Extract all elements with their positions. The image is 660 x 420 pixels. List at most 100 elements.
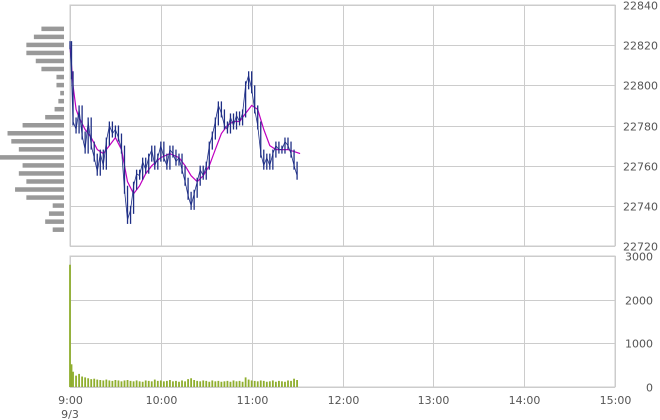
volume-bar <box>296 380 298 387</box>
volume-bar <box>265 381 268 387</box>
grid-layer <box>69 4 616 388</box>
volume-bar <box>250 380 253 387</box>
volume-bar <box>287 380 289 387</box>
volume-bar <box>99 380 102 387</box>
volume-bar <box>117 380 120 387</box>
volume-bar <box>90 379 93 387</box>
volume-bar <box>226 380 229 387</box>
x-tick-label: 11:00 <box>237 394 269 407</box>
volume-bar <box>156 380 159 387</box>
volume-bar <box>96 379 99 387</box>
volume-profile-bar <box>58 98 64 104</box>
volume-profile-bar <box>45 219 64 224</box>
volume-bar <box>120 381 123 387</box>
volume-profile-bar <box>52 227 64 232</box>
volume-bar <box>72 371 74 387</box>
volume-bar <box>111 380 114 387</box>
volume-bar <box>274 381 277 387</box>
volume-bar <box>278 380 280 387</box>
volume-bar <box>147 380 150 387</box>
volume-bar <box>132 381 135 387</box>
volume-bar <box>208 381 211 387</box>
volume-bar-layer <box>69 264 298 387</box>
volume-bar <box>87 378 90 387</box>
volume-bar <box>172 381 174 387</box>
volume-profile-bar <box>0 155 64 160</box>
tick-label-layer: 9:00 10:00 11:00 12:00 13:00 14:00 15:00 9/3 227… <box>58 0 658 420</box>
volume-bar <box>93 378 96 387</box>
volume-bar <box>262 380 265 387</box>
volume-bar <box>256 381 259 387</box>
volume-bar <box>290 380 292 387</box>
volume-profile-bar <box>35 58 64 64</box>
volume-bar <box>253 380 256 387</box>
volume-profile-bar <box>22 163 65 168</box>
volume-bar <box>247 379 250 387</box>
volume-bar <box>141 381 144 387</box>
price-y-tick-label: 22820 <box>623 40 658 53</box>
volume-bar <box>190 378 193 387</box>
volume-profile-bar <box>22 123 65 128</box>
volume-bar <box>281 381 283 387</box>
volume-bar <box>123 380 126 387</box>
volume-profile-bar <box>18 171 64 176</box>
volume-bar <box>217 380 220 387</box>
x-tick-label: 12:00 <box>328 394 360 407</box>
volume-bar <box>135 380 138 387</box>
volume-bar <box>159 380 162 387</box>
volume-bar <box>114 380 117 387</box>
volume-bar <box>175 380 177 387</box>
volume-profile-bar <box>26 42 64 48</box>
volume-bar <box>187 379 189 387</box>
x-tick-label: 13:00 <box>418 394 450 407</box>
volume-bar <box>78 373 80 387</box>
x-tick-label: 14:00 <box>509 394 541 407</box>
volume-bar <box>108 380 111 387</box>
volume-bar <box>150 381 153 387</box>
volume-bar <box>169 380 171 387</box>
volume-profile-bar <box>52 203 64 208</box>
volume-bar <box>214 381 217 387</box>
volume-profile-bar <box>48 211 64 216</box>
date-label: 9/3 <box>61 408 79 420</box>
volume-bar <box>223 381 226 387</box>
volume-bar <box>220 381 223 387</box>
volume-bar <box>229 381 232 387</box>
volume-bar <box>162 381 165 387</box>
volume-bar <box>235 381 238 387</box>
volume-y-tick-label: 3000 <box>625 251 653 264</box>
volume-profile-bar <box>15 187 65 192</box>
x-tick-label: 15:00 <box>600 394 632 407</box>
volume-profile-bar <box>41 66 64 72</box>
volume-profile-bar <box>45 114 64 120</box>
volume-bar <box>199 381 202 387</box>
candlestick-layer <box>69 41 298 224</box>
volume-bar <box>75 375 77 387</box>
volume-profile-bar <box>56 74 64 80</box>
x-tick-label: 10:00 <box>146 394 178 407</box>
volume-bar <box>181 380 183 387</box>
volume-bar <box>138 381 141 387</box>
volume-bar <box>268 381 271 387</box>
volume-profile-bar <box>26 179 64 184</box>
volume-profile-bar <box>11 139 65 144</box>
volume-bar <box>193 380 196 387</box>
volume-profile <box>0 26 65 232</box>
price-y-tick-label: 22800 <box>623 80 658 93</box>
price-y-tick-label: 22760 <box>623 161 658 174</box>
volume-profile-bar <box>33 34 64 40</box>
volume-bar <box>126 380 129 387</box>
volume-bar <box>105 379 108 387</box>
price-panel-frame <box>69 4 616 247</box>
volume-profile-bar <box>26 50 64 56</box>
volume-y-tick-label: 1000 <box>625 338 653 351</box>
volume-bar <box>178 381 180 387</box>
volume-bar <box>238 380 241 387</box>
price-y-tick-label: 22840 <box>623 0 658 13</box>
volume-bar <box>196 380 199 387</box>
volume-bar <box>84 377 87 387</box>
x-tick-label: 9:00 <box>58 394 83 407</box>
volume-bar <box>271 380 274 387</box>
volume-bar <box>284 381 286 387</box>
